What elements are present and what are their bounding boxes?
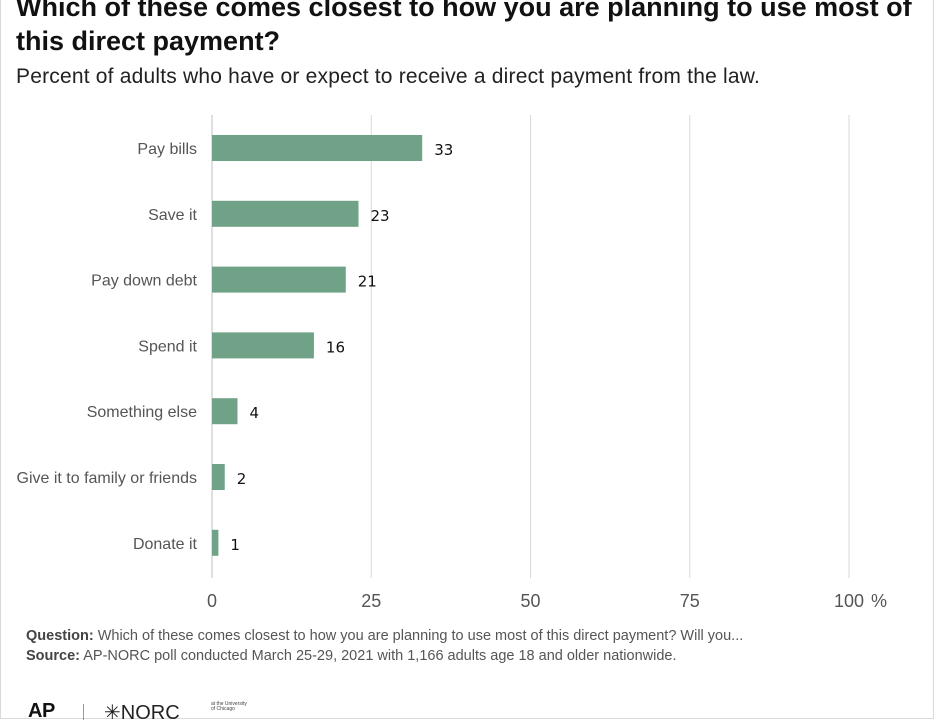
logo-divider <box>83 704 84 720</box>
category-label: Pay bills <box>137 141 197 158</box>
x-tick-label: 100 <box>834 591 864 611</box>
question-label: Question: <box>26 628 94 644</box>
bar-chart: 0 25 50 75 100 % Pay bills 33 Save it 23 Pay down … <box>17 115 887 611</box>
category-label: Pay down debt <box>91 273 197 290</box>
category-label: Save it <box>148 207 197 224</box>
value-label: 23 <box>371 207 390 225</box>
value-label: 21 <box>358 273 377 291</box>
question-text: Which of these comes closest to how you … <box>93 628 744 644</box>
category-label: Something else <box>87 404 197 421</box>
question-note: Question: Which of these comes closest t… <box>26 626 916 646</box>
bar <box>212 529 219 556</box>
x-unit-label: % <box>871 591 887 611</box>
value-label: 4 <box>249 404 259 422</box>
source-note: Source: AP-NORC poll conducted March 25-… <box>26 646 916 666</box>
category-label: Spend it <box>138 338 197 355</box>
source-text: AP-NORC poll conducted March 25-29, 2021… <box>80 648 677 664</box>
chart-title: Which of these comes closest to how you … <box>16 0 912 56</box>
value-label: 2 <box>237 470 247 488</box>
bar <box>212 332 314 359</box>
x-tick-label: 25 <box>361 591 381 611</box>
bar <box>212 200 359 227</box>
bar <box>212 464 225 490</box>
source-label: Source: <box>26 648 80 664</box>
norc-logo-subtext: at the University of Chicago <box>211 701 247 712</box>
chart-subtitle: Percent of adults who have or expect to … <box>16 65 760 88</box>
x-tick-label: 0 <box>207 591 217 611</box>
value-label: 16 <box>326 338 345 356</box>
category-label: Give it to family or friends <box>17 470 198 487</box>
value-label: 1 <box>230 536 240 554</box>
x-tick-label: 75 <box>680 591 700 611</box>
bar <box>212 266 346 293</box>
value-label: 33 <box>434 141 453 159</box>
norc-logo: ✳NORC <box>104 702 180 724</box>
bar <box>212 135 423 161</box>
ap-logo: AP <box>28 700 55 722</box>
chart-footer: Question: Which of these comes closest t… <box>26 626 916 666</box>
bar <box>212 398 238 425</box>
x-tick-label: 50 <box>520 591 540 611</box>
category-label: Donate it <box>133 536 198 553</box>
